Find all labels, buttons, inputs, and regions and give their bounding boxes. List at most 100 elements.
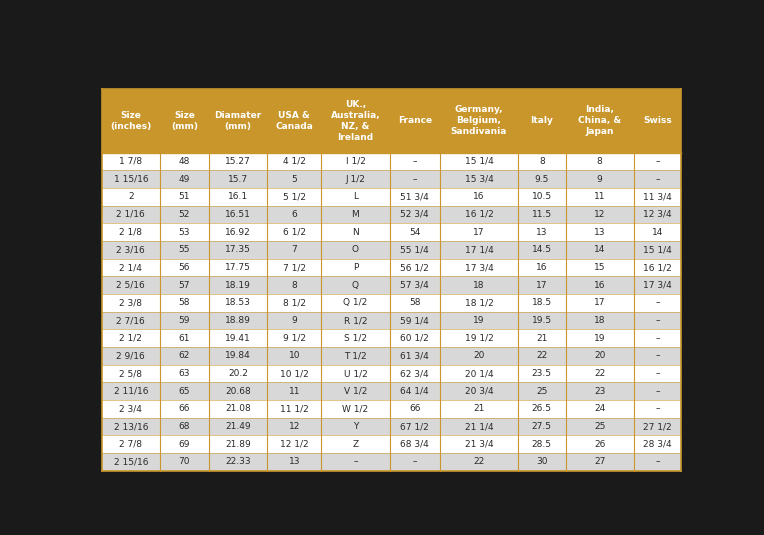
Text: S 1/2: S 1/2 (344, 334, 367, 343)
Text: 20.68: 20.68 (225, 387, 251, 396)
Text: 63: 63 (179, 369, 190, 378)
Text: 9 1/2: 9 1/2 (283, 334, 306, 343)
Text: 66: 66 (179, 404, 190, 414)
Text: 15 3/4: 15 3/4 (465, 174, 494, 184)
Text: 52: 52 (179, 210, 190, 219)
Text: Q 1/2: Q 1/2 (343, 299, 367, 307)
Text: 9: 9 (291, 316, 297, 325)
Text: 56: 56 (179, 263, 190, 272)
Text: 1 7/8: 1 7/8 (119, 157, 142, 166)
Text: Germany,
Belgium,
Sandivania: Germany, Belgium, Sandivania (451, 105, 507, 136)
Text: 22: 22 (473, 457, 484, 467)
Text: 2 7/16: 2 7/16 (116, 316, 145, 325)
Bar (102, 400, 681, 418)
Text: 9.5: 9.5 (535, 174, 549, 184)
Text: 5: 5 (291, 174, 297, 184)
Text: 59 1/4: 59 1/4 (400, 316, 429, 325)
Text: 19: 19 (594, 334, 605, 343)
Text: 11 1/2: 11 1/2 (280, 404, 309, 414)
Text: 2 11/16: 2 11/16 (114, 387, 148, 396)
Text: 17 3/4: 17 3/4 (465, 263, 494, 272)
Bar (102, 347, 681, 365)
Text: Z: Z (352, 440, 358, 449)
Text: 7: 7 (291, 246, 297, 254)
Text: 69: 69 (179, 440, 190, 449)
Text: T 1/2: T 1/2 (344, 351, 367, 361)
Text: 21 3/4: 21 3/4 (465, 440, 494, 449)
Text: 18: 18 (594, 316, 605, 325)
Text: 15 1/4: 15 1/4 (643, 246, 672, 254)
Text: 2: 2 (128, 192, 134, 201)
Text: 55: 55 (179, 246, 190, 254)
Text: 10: 10 (289, 351, 300, 361)
Text: 61 3/4: 61 3/4 (400, 351, 429, 361)
Text: Y: Y (353, 422, 358, 431)
Text: 2 5/8: 2 5/8 (119, 369, 142, 378)
Text: 68: 68 (179, 422, 190, 431)
Text: 2 13/16: 2 13/16 (114, 422, 148, 431)
Text: V 1/2: V 1/2 (344, 387, 367, 396)
Text: 2 1/16: 2 1/16 (116, 210, 145, 219)
Text: –: – (656, 387, 660, 396)
Text: 58: 58 (409, 299, 420, 307)
Text: 18 1/2: 18 1/2 (465, 299, 494, 307)
Text: 16.51: 16.51 (225, 210, 251, 219)
Text: 17: 17 (473, 228, 484, 236)
Text: 2 3/4: 2 3/4 (119, 404, 142, 414)
Text: 2 1/4: 2 1/4 (119, 263, 142, 272)
Text: –: – (413, 174, 417, 184)
Text: Swiss: Swiss (643, 116, 672, 125)
Text: 2 15/16: 2 15/16 (114, 457, 148, 467)
Bar (102, 241, 681, 258)
Text: 14: 14 (652, 228, 663, 236)
Text: 8: 8 (597, 157, 603, 166)
Text: I 1/2: I 1/2 (345, 157, 365, 166)
Text: O: O (352, 246, 359, 254)
Text: 25: 25 (594, 422, 605, 431)
Text: 54: 54 (409, 228, 420, 236)
Text: 48: 48 (179, 157, 190, 166)
Text: India,
China, &
Japan: India, China, & Japan (578, 105, 621, 136)
Text: 13: 13 (289, 457, 300, 467)
Text: 17: 17 (594, 299, 605, 307)
Bar (102, 294, 681, 312)
Text: 6 1/2: 6 1/2 (283, 228, 306, 236)
Bar (102, 205, 681, 223)
Bar (102, 418, 681, 435)
Text: 68 3/4: 68 3/4 (400, 440, 429, 449)
Text: 15 1/4: 15 1/4 (465, 157, 494, 166)
Text: –: – (353, 457, 358, 467)
Text: 62: 62 (179, 351, 190, 361)
Text: 65: 65 (179, 387, 190, 396)
Text: N: N (352, 228, 359, 236)
Text: 30: 30 (536, 457, 548, 467)
Text: –: – (656, 316, 660, 325)
Text: 18.53: 18.53 (225, 299, 251, 307)
Text: 10 1/2: 10 1/2 (280, 369, 309, 378)
Text: 59: 59 (179, 316, 190, 325)
Text: UK.,
Australia,
NZ, &
Ireland: UK., Australia, NZ, & Ireland (331, 100, 380, 142)
Text: –: – (656, 404, 660, 414)
Text: 20.2: 20.2 (228, 369, 248, 378)
Text: 62 3/4: 62 3/4 (400, 369, 429, 378)
Text: –: – (656, 351, 660, 361)
Text: 15.27: 15.27 (225, 157, 251, 166)
Text: W 1/2: W 1/2 (342, 404, 368, 414)
Text: 21.08: 21.08 (225, 404, 251, 414)
Text: Diamater
(mm): Diamater (mm) (215, 111, 261, 131)
Text: 20: 20 (594, 351, 605, 361)
Bar (102, 365, 681, 383)
Bar (102, 277, 681, 294)
Text: 24: 24 (594, 404, 605, 414)
Text: 2 3/16: 2 3/16 (116, 246, 145, 254)
Text: 19 1/2: 19 1/2 (465, 334, 494, 343)
Text: 18: 18 (473, 281, 484, 289)
Bar (102, 383, 681, 400)
Text: 11: 11 (594, 192, 605, 201)
Text: 2 5/16: 2 5/16 (116, 281, 145, 289)
Text: U 1/2: U 1/2 (344, 369, 367, 378)
Text: 12: 12 (594, 210, 605, 219)
Text: Size
(mm): Size (mm) (171, 111, 198, 131)
Text: 8 1/2: 8 1/2 (283, 299, 306, 307)
Bar (102, 152, 681, 170)
